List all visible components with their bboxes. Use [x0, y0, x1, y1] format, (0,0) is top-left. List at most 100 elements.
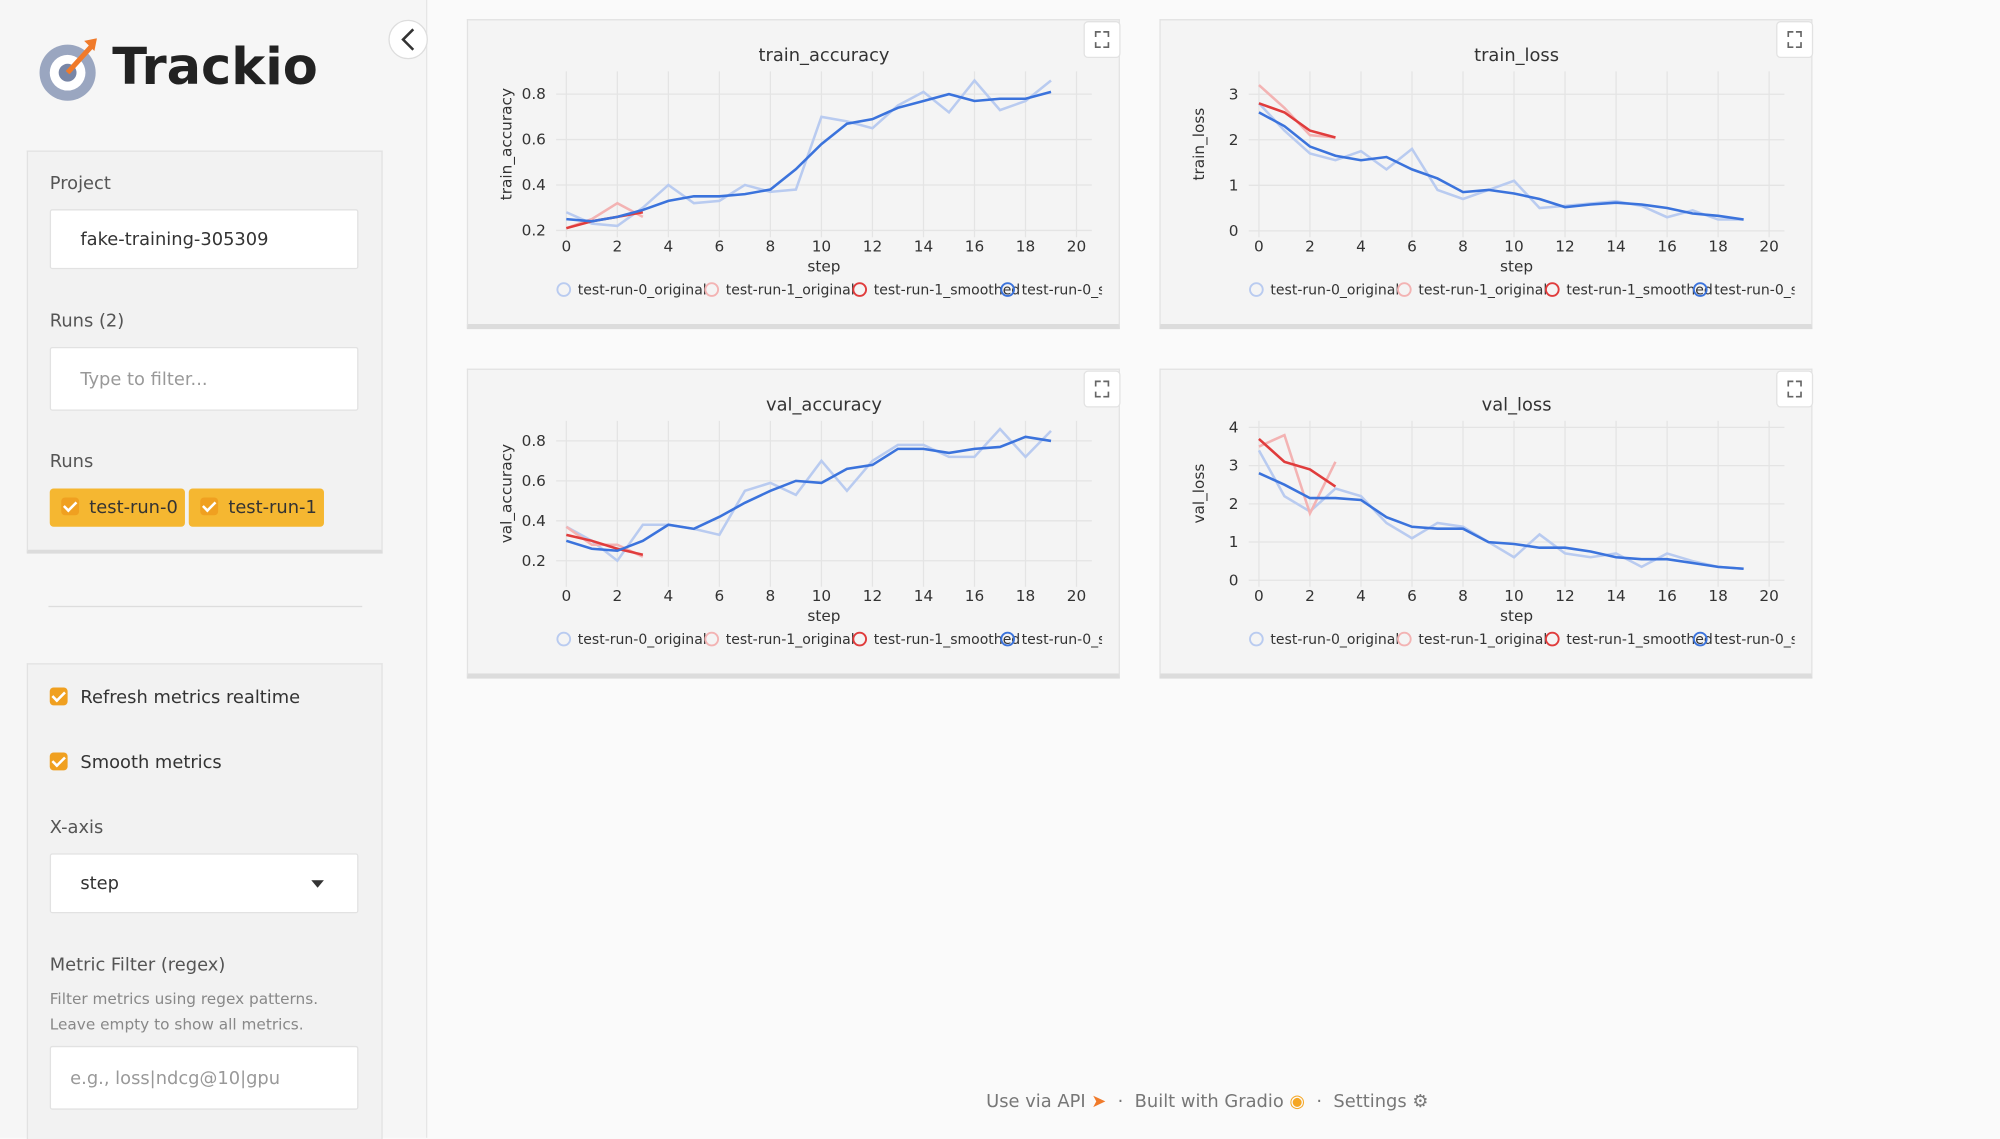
legend-label: test-run-0_smoothed	[1714, 283, 1813, 299]
fullscreen-button[interactable]	[1776, 21, 1814, 59]
x-tick-label: 8	[766, 587, 776, 605]
legend-swatch	[704, 282, 720, 297]
legend-label: test-run-1_original	[726, 283, 855, 299]
y-tick-label: 0	[1229, 571, 1239, 589]
x-axis-label: step	[807, 258, 840, 276]
y-tick-label: 0.6	[522, 131, 546, 149]
x-tick-label: 0	[1254, 237, 1264, 255]
y-tick-label: 0.8	[522, 85, 546, 103]
settings-link[interactable]: Settings	[1333, 1091, 1407, 1113]
x-tick-label: 8	[766, 237, 776, 255]
x-tick-label: 4	[1356, 237, 1366, 255]
collapse-button[interactable]	[386, 19, 429, 62]
xaxis-dropdown[interactable]: step	[49, 853, 359, 914]
value: fake-training-305309	[80, 229, 269, 250]
x-tick-label: 18	[1708, 587, 1727, 605]
run-chip[interactable]: test-run-0	[49, 488, 185, 527]
x-tick-label: 14	[1606, 587, 1625, 605]
x-tick-label: 18	[1016, 587, 1035, 605]
line-series	[565, 78, 1052, 228]
metric-filter-input[interactable]: e.g., loss|ndcg@10|gpu	[49, 1045, 359, 1110]
fullscreen-button[interactable]	[1083, 370, 1121, 408]
y-tick-label: 3	[1229, 457, 1239, 475]
x-tick-label: 14	[914, 237, 933, 255]
x-tick-label: 20	[1759, 237, 1778, 255]
smooth-checkbox[interactable]: Smooth metrics	[49, 752, 222, 773]
x-tick-label: 14	[914, 587, 933, 605]
sidebar: Trackio Project fake-training-305309 Run…	[0, 0, 429, 1139]
legend-label: test-run-0_original	[1270, 632, 1399, 648]
line-series	[1258, 433, 1337, 517]
line-series	[1258, 437, 1337, 488]
x-tick-label: 20	[1067, 587, 1086, 605]
x-tick-label: 10	[1504, 237, 1523, 255]
x-tick-label: 6	[715, 237, 725, 255]
legend-label: test-run-0_smoothed	[1022, 632, 1121, 648]
x-axis-label: step	[1500, 607, 1533, 625]
gradio-link[interactable]: Built with Gradio	[1134, 1091, 1284, 1113]
label: Metric Filter (regex)	[49, 955, 226, 976]
line-series	[1258, 111, 1744, 221]
legend-swatch	[704, 631, 720, 647]
info: Filter metrics using regex patterns. Lea…	[49, 989, 319, 1034]
x-tick-label: 16	[965, 587, 984, 605]
api-link[interactable]: Use via API	[986, 1091, 1086, 1113]
fullscreen-button[interactable]	[1083, 21, 1121, 59]
chart-title: train_accuracy	[758, 45, 889, 66]
line-series	[566, 533, 644, 556]
separator: ·	[1316, 1091, 1323, 1113]
line-series	[1258, 472, 1744, 571]
x-tick-label: 16	[1657, 587, 1676, 605]
placeholder: Type to filter...	[80, 369, 208, 391]
separator: ·	[1117, 1091, 1124, 1113]
x-tick-label: 12	[863, 587, 882, 605]
label: X-axis	[49, 817, 104, 839]
chart: val_accuracy 0.2 0.4 0.6 0.8 0 2 4 6 8 10 12 14 16 18 2…	[497, 370, 1121, 648]
legend-label: test-run-1_smoothed	[1566, 632, 1713, 648]
legend-swatch	[1000, 282, 1015, 297]
x-tick-label: 20	[1067, 237, 1086, 255]
filter-input[interactable]: Type to filter...	[49, 346, 359, 411]
y-tick-label: 1	[1229, 176, 1239, 194]
y-axis-label: train_loss	[1190, 108, 1209, 181]
legend-label: test-run-1_original	[726, 632, 855, 648]
x-tick-label: 10	[1504, 587, 1523, 605]
y-axis-label: val_accuracy	[497, 444, 516, 543]
legend-swatch	[1397, 631, 1412, 647]
chart: train_accuracy 0.2 0.4 0.6 0.8 0 2 4 6 8 10 12 14 16 1…	[497, 21, 1121, 299]
legend-swatch	[1249, 282, 1264, 297]
legend-swatch	[556, 282, 572, 297]
plot-area	[556, 420, 1092, 587]
y-tick-label: 0.4	[522, 512, 546, 530]
x-tick-label: 2	[612, 237, 622, 255]
x-tick-label: 4	[664, 587, 674, 605]
y-tick-label: 0	[1229, 222, 1239, 240]
line-series	[565, 427, 1052, 563]
run-chip[interactable]: test-run-1	[188, 488, 324, 527]
legend: test-run-0_original test-run-1_original te…	[1249, 631, 1795, 648]
legend-label: test-run-1_smoothed	[874, 283, 1021, 299]
y-tick-label: 2	[1229, 495, 1239, 513]
x-tick-label: 0	[561, 587, 571, 605]
y-tick-label: 1	[1229, 533, 1239, 551]
legend-label: test-run-1_smoothed	[874, 632, 1021, 648]
x-tick-label: 8	[1458, 587, 1468, 605]
x-tick-label: 8	[1458, 237, 1468, 255]
label: Refresh metrics realtime	[80, 687, 301, 708]
plot-area	[1248, 71, 1785, 238]
project-dropdown[interactable]: fake-training-305309	[49, 209, 359, 270]
legend: test-run-0_original test-run-1_original te…	[556, 282, 1102, 299]
legend-swatch	[1544, 282, 1560, 297]
y-tick-label: 0.4	[522, 176, 546, 194]
legend-swatch	[1397, 282, 1412, 297]
legend-label: test-run-1_original	[1418, 632, 1547, 648]
y-tick-label: 0.2	[522, 222, 546, 240]
legend-label: test-run-0_original	[578, 283, 707, 299]
legend: test-run-0_original test-run-1_original te…	[556, 631, 1121, 648]
fullscreen-button[interactable]	[1776, 370, 1814, 408]
refresh-checkbox[interactable]: Refresh metrics realtime	[49, 687, 301, 708]
y-tick-label: 0.8	[522, 432, 546, 450]
legend-label: test-run-0_original	[578, 632, 707, 648]
